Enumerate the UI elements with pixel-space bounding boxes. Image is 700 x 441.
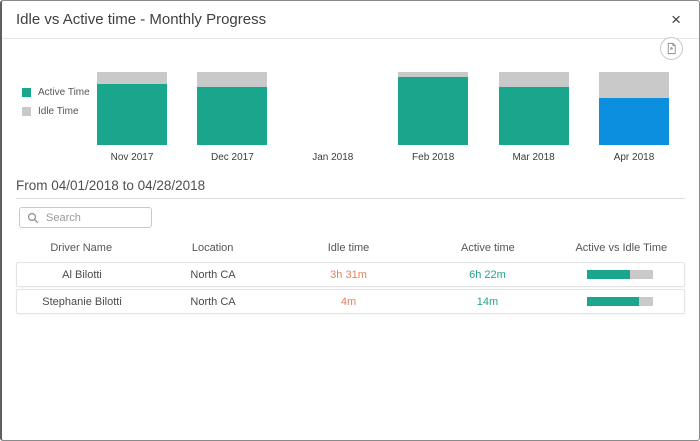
active-fill [587,297,639,306]
chart-column-apr-2018[interactable]: Apr 2018 [584,72,684,163]
legend-item-active-time[interactable]: Active Time [22,87,90,98]
month-label: Feb 2018 [412,152,455,163]
idle-time-segment [599,72,669,99]
period-label: From 04/01/2018 to 04/28/2018 [16,178,206,193]
idle-time-segment [398,72,469,78]
active-time-segment [97,83,167,145]
stacked-bar[interactable] [398,72,469,145]
legend-label: Idle Time [38,106,79,117]
idle-time-segment [197,72,268,87]
month-label: Jan 2018 [312,152,354,163]
active-vs-idle-cell [557,270,684,279]
column-header-active-vs-idle: Active vs Idle Time [575,242,668,254]
stacked-bar[interactable] [599,72,669,145]
chart-column-feb-2018[interactable]: Feb 2018 [383,72,483,163]
active-vs-idle-bar [587,297,654,306]
chart-column-mar-2018[interactable]: Mar 2018 [484,72,584,163]
document-export-icon [665,42,678,55]
stacked-bar[interactable] [97,72,167,145]
active-vs-idle-cell [557,297,684,306]
stacked-bar[interactable] [498,72,569,145]
active-time-cell: 6h 22m [469,268,506,281]
location-cell: North CA [190,268,236,281]
column-header-driver-name: Driver Name [50,242,113,254]
section-divider [16,198,685,199]
search-box[interactable] [19,207,152,228]
location-cell: North CA [190,295,236,308]
idle-time-cell: 3h 31m [330,268,367,281]
column-header-location: Location [191,242,234,254]
stacked-bar[interactable] [197,72,268,145]
driver-name-cell: Stephanie Bilotti [42,295,122,308]
column-header-active-time: Active time [460,242,515,254]
chart-legend: Active Time Idle Time [22,87,90,125]
column-header-idle-time: Idle time [327,242,370,254]
chart-column-nov-2017[interactable]: Nov 2017 [82,72,182,163]
export-button[interactable] [660,37,683,60]
legend-item-idle-time[interactable]: Idle Time [22,106,90,117]
search-icon [27,212,39,224]
driver-table-body: Al Bilotti North CA 3h 31m 6h 22m Stepha… [16,262,685,316]
active-fill [587,270,630,279]
stacked-bar[interactable] [298,72,368,145]
month-label: Nov 2017 [110,152,154,163]
table-row[interactable]: Stephanie Bilotti North CA 4m 14m [16,289,685,314]
month-label: Mar 2018 [512,152,555,163]
active-time-segment [398,77,469,145]
close-icon[interactable]: × [671,10,681,29]
active-time-segment [599,98,669,145]
active-time-segment [197,86,268,145]
month-label: Dec 2017 [210,152,254,163]
dialog-title: Idle vs Active time - Monthly Progress [16,11,267,28]
driver-name-cell: Al Bilotti [62,268,102,281]
active-time-cell: 14m [476,295,499,308]
idle-time-segment [498,72,569,87]
month-label: Apr 2018 [613,152,655,163]
active-time-swatch [22,88,31,97]
search-input[interactable] [44,210,144,225]
chart-column-dec-2017[interactable]: Dec 2017 [182,72,282,163]
idle-time-swatch [22,107,31,116]
idle-time-segment [97,72,167,84]
dialog-header: Idle vs Active time - Monthly Progress × [2,1,699,39]
monthly-progress-chart: Active Time Idle Time Nov 2017 Dec 2017 Ja… [2,72,699,172]
legend-label: Active Time [38,87,90,98]
table-row[interactable]: Al Bilotti North CA 3h 31m 6h 22m [16,262,685,287]
idle-time-cell: 4m [340,295,357,308]
active-vs-idle-bar [587,270,654,279]
active-time-segment [498,86,569,145]
chart-column-jan-2018[interactable]: Jan 2018 [283,72,383,163]
driver-table-header: Driver Name Location Idle time Active ti… [16,242,685,254]
